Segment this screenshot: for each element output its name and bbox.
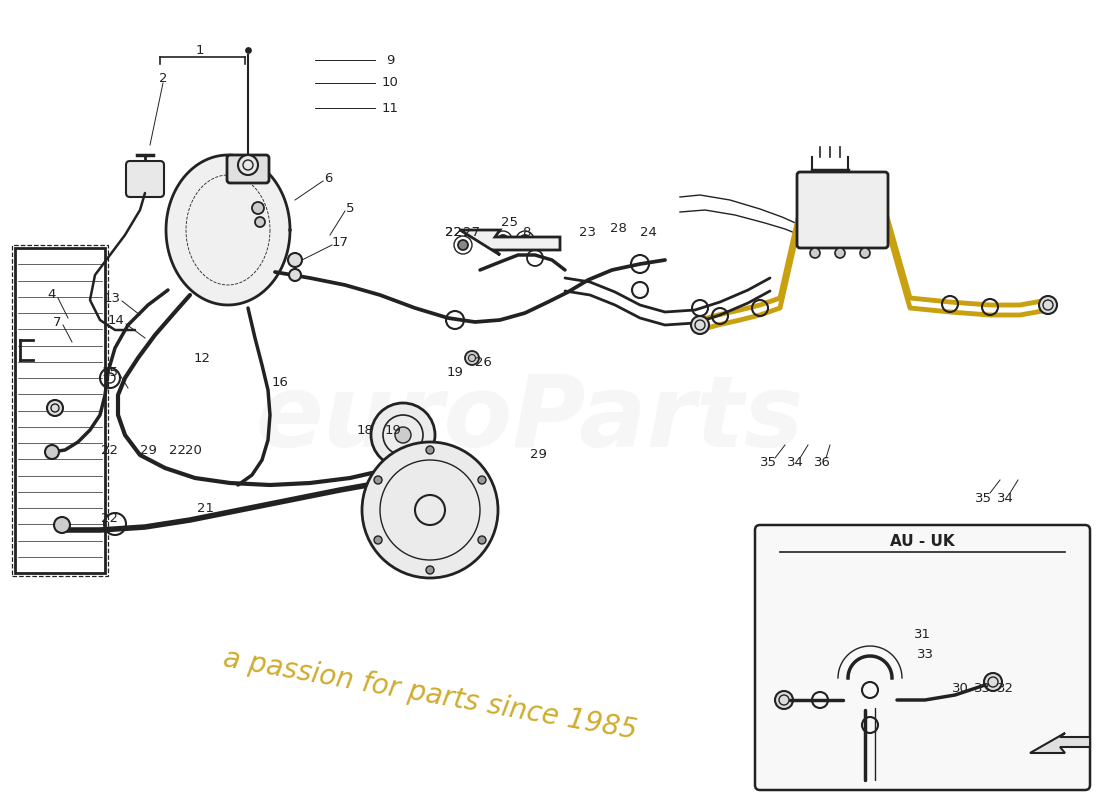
Text: 2: 2: [158, 71, 167, 85]
Text: 4: 4: [47, 289, 56, 302]
Circle shape: [255, 217, 265, 227]
Text: 19: 19: [447, 366, 463, 379]
Bar: [12, 245, 108, 576]
Text: 1: 1: [196, 43, 205, 57]
Text: 22: 22: [101, 511, 119, 525]
Text: 27: 27: [463, 226, 481, 238]
Text: 32: 32: [997, 682, 1013, 694]
Point: [239, 43, 256, 56]
Circle shape: [810, 248, 820, 258]
Text: 6: 6: [323, 171, 332, 185]
Circle shape: [478, 536, 486, 544]
Text: 19: 19: [385, 423, 402, 437]
Text: 8: 8: [521, 226, 530, 238]
Text: 26: 26: [474, 355, 492, 369]
Text: 31: 31: [913, 629, 931, 642]
Text: 14: 14: [108, 314, 124, 327]
Text: 12: 12: [194, 351, 210, 365]
Circle shape: [45, 445, 59, 459]
Text: AU - UK: AU - UK: [890, 534, 955, 550]
Circle shape: [860, 248, 870, 258]
Text: 20: 20: [185, 443, 201, 457]
Text: 35: 35: [975, 491, 991, 505]
Circle shape: [458, 240, 468, 250]
Text: 29: 29: [529, 449, 547, 462]
Circle shape: [47, 400, 63, 416]
Text: 36: 36: [814, 455, 830, 469]
Circle shape: [374, 476, 382, 484]
Circle shape: [289, 269, 301, 281]
Text: 5: 5: [345, 202, 354, 214]
Text: 33: 33: [974, 682, 990, 694]
Text: 11: 11: [382, 102, 398, 114]
FancyBboxPatch shape: [126, 161, 164, 197]
Text: 21: 21: [197, 502, 213, 514]
Text: 16: 16: [272, 375, 288, 389]
Circle shape: [465, 351, 478, 365]
Circle shape: [984, 673, 1002, 691]
Text: 18: 18: [356, 423, 373, 437]
Text: 29: 29: [140, 443, 156, 457]
Text: 22: 22: [101, 443, 119, 457]
Circle shape: [776, 691, 793, 709]
Text: 22: 22: [444, 226, 462, 238]
FancyBboxPatch shape: [755, 525, 1090, 790]
Text: 23: 23: [580, 226, 596, 238]
Text: 25: 25: [502, 215, 518, 229]
Circle shape: [395, 427, 411, 443]
Circle shape: [54, 517, 70, 533]
Circle shape: [426, 446, 434, 454]
Circle shape: [374, 536, 382, 544]
Circle shape: [498, 235, 508, 245]
Polygon shape: [166, 155, 290, 305]
Polygon shape: [1030, 733, 1090, 753]
Text: 34: 34: [786, 455, 803, 469]
Bar: [15, 248, 105, 573]
Circle shape: [835, 248, 845, 258]
Text: 30: 30: [952, 682, 968, 694]
Text: 7: 7: [53, 315, 62, 329]
Circle shape: [288, 253, 302, 267]
Circle shape: [238, 155, 258, 175]
Text: 24: 24: [639, 226, 657, 238]
Text: 9: 9: [386, 54, 394, 66]
Text: 22: 22: [169, 443, 187, 457]
Circle shape: [691, 316, 710, 334]
Circle shape: [371, 403, 435, 467]
Text: 33: 33: [916, 649, 934, 662]
Text: 34: 34: [997, 491, 1013, 505]
Circle shape: [362, 442, 498, 578]
Circle shape: [520, 235, 530, 245]
Circle shape: [478, 476, 486, 484]
FancyBboxPatch shape: [227, 155, 270, 183]
Circle shape: [252, 202, 264, 214]
Polygon shape: [460, 230, 560, 255]
Text: euroParts: euroParts: [256, 371, 804, 469]
Text: 10: 10: [382, 77, 398, 90]
Text: 35: 35: [759, 455, 777, 469]
FancyBboxPatch shape: [798, 172, 888, 248]
Text: 22: 22: [444, 226, 462, 238]
Text: a passion for parts since 1985: a passion for parts since 1985: [221, 645, 639, 746]
Text: 28: 28: [609, 222, 626, 235]
Circle shape: [426, 566, 434, 574]
Text: 15: 15: [101, 366, 119, 378]
Text: 17: 17: [331, 235, 349, 249]
Text: 13: 13: [103, 291, 121, 305]
Circle shape: [1040, 296, 1057, 314]
